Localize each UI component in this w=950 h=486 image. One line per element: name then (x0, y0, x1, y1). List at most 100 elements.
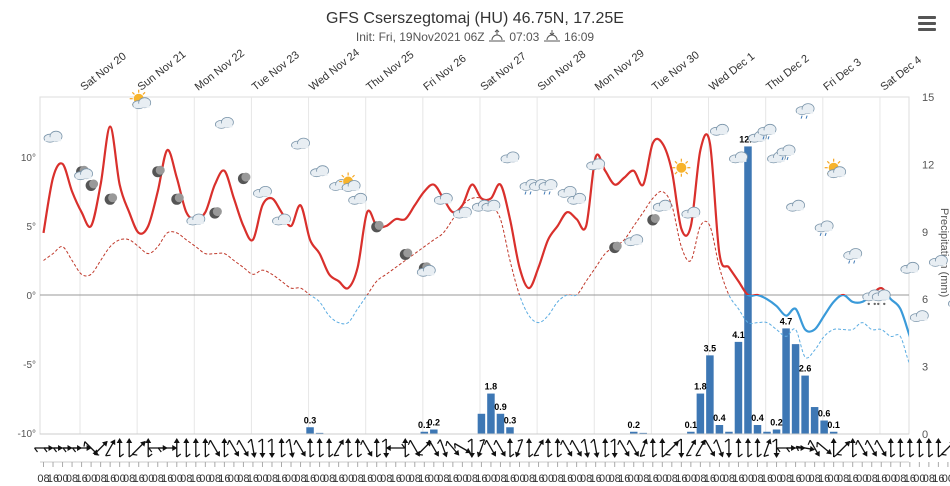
hour-label: 00 (428, 473, 440, 485)
wind-barb (569, 439, 582, 457)
precip-value-label: 4.1 (732, 330, 745, 340)
hour-label: 08 (694, 473, 706, 485)
wind-barb (72, 445, 92, 453)
precip-bar (420, 431, 429, 434)
wind-barb (157, 445, 178, 453)
wind-barb (385, 443, 406, 451)
hour-label: 16 (647, 473, 659, 485)
wind-barb (897, 438, 905, 458)
wind-barb (373, 438, 382, 458)
precip-bar (706, 355, 714, 434)
cloud-icon (557, 185, 577, 198)
hour-label: 16 (789, 473, 801, 485)
hour-label: 16 (847, 473, 859, 485)
wind-barb (483, 439, 497, 457)
hour-label: 00 (685, 473, 697, 485)
cloud-icon (310, 165, 329, 178)
wind-barb (610, 438, 618, 458)
hour-label: 16 (161, 473, 173, 485)
cloud-icon (433, 192, 453, 205)
wind-barb (602, 438, 610, 458)
sun-cloud-icon (339, 172, 361, 192)
wind-barb (267, 438, 275, 458)
rain-cloud-icon (843, 248, 863, 264)
wind-barb (874, 439, 887, 457)
cloud-icon (900, 261, 920, 274)
hour-label: 16 (475, 473, 487, 485)
wind-barb (626, 439, 639, 457)
hour-label: 16 (104, 473, 116, 485)
wind-barb (278, 438, 286, 458)
hour-label: 08 (494, 473, 506, 485)
precip-bar (477, 413, 486, 434)
precip-value-label: 0.3 (504, 415, 517, 425)
precip-value-label: 0.6 (818, 409, 831, 419)
precip-value-label: 0.2 (770, 418, 783, 428)
day-label: Thu Dec 2 (764, 53, 811, 94)
precip-value-label: 0.9 (494, 402, 507, 412)
moon-cloud-icon (74, 165, 93, 181)
wind-barb (580, 438, 590, 458)
precip-bar (791, 344, 800, 434)
hour-label: 08 (266, 473, 278, 485)
wind-barb (545, 438, 553, 458)
dewpoint-line (43, 190, 730, 295)
wind-barb (807, 439, 820, 457)
hour-label: 00 (913, 473, 925, 485)
cloud-icon (500, 151, 520, 164)
cloud-icon (624, 234, 644, 247)
wind-barb (836, 440, 851, 456)
wind-barb (514, 438, 524, 458)
snow-cloud-icon (871, 289, 891, 306)
wind-barb (93, 440, 108, 456)
wind-barb (906, 438, 915, 458)
precip-value-label: 4.7 (780, 316, 793, 326)
precip-bar (696, 393, 705, 434)
hour-label: 00 (628, 473, 640, 485)
moon-icon (237, 172, 251, 185)
wind-barb (887, 438, 896, 458)
wind-barb (247, 438, 257, 458)
moon-icon (85, 179, 99, 191)
hour-label: 00 (485, 473, 497, 485)
wind-barb (258, 438, 266, 458)
cloud-icon (186, 213, 206, 226)
wind-barb (183, 438, 191, 458)
precip-bar (629, 431, 638, 434)
wind-barb (754, 438, 762, 458)
hour-label: 08 (437, 473, 449, 485)
precip-bar (687, 431, 695, 434)
hour-label: 00 (399, 473, 411, 485)
precip-bar (801, 375, 809, 434)
hour-label: 16 (275, 473, 287, 485)
hour-label: 08 (294, 473, 306, 485)
hour-label: 08 (380, 473, 392, 485)
hour-label: 00 (56, 473, 68, 485)
hour-label: 08 (551, 473, 563, 485)
rain-cloud-icon (814, 220, 834, 237)
rain-cloud-icon (795, 103, 815, 119)
menu-icon[interactable] (918, 16, 936, 31)
hour-label: 16 (332, 473, 344, 485)
cloud-icon (481, 199, 501, 212)
hour-label: 16 (47, 473, 59, 485)
hour-label: 08 (237, 473, 249, 485)
wind-barb (402, 438, 410, 458)
hour-label: 16 (561, 473, 573, 485)
hour-label: 00 (742, 473, 754, 485)
hour-label: 16 (875, 473, 887, 485)
moon-icon (647, 214, 660, 226)
wind-barb (221, 438, 229, 458)
wind-barb (795, 445, 815, 452)
hour-label: 08 (808, 473, 820, 485)
day-label: Sat Nov 20 (78, 50, 128, 93)
precip-tick-label: 9 (922, 227, 928, 239)
wind-barb (293, 439, 306, 457)
sun-icon (672, 158, 691, 177)
precip-axis-label: Precipitation (mm) (938, 208, 950, 297)
hour-label: 00 (513, 473, 525, 485)
precip-bar (829, 431, 838, 434)
wind-barb (437, 439, 448, 458)
hour-label: 08 (580, 473, 592, 485)
